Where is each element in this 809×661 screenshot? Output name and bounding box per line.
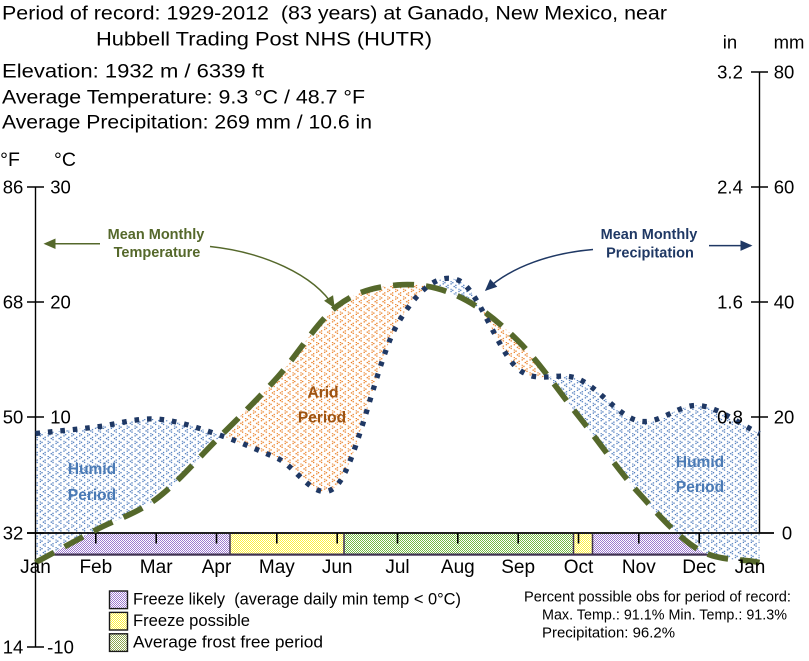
svg-text:Freeze likely (average daily: Freeze likely (average daily min temp < … — [133, 590, 461, 609]
svg-text:14: 14 — [3, 637, 24, 657]
svg-text:Freeze possible: Freeze possible — [133, 611, 250, 630]
svg-text:Dec: Dec — [682, 557, 716, 578]
svg-text:Average frost free period: Average frost free period — [133, 632, 323, 651]
svg-text:Hubbell Trading Post NHS (HUTR: Hubbell Trading Post NHS (HUTR) — [96, 30, 432, 51]
svg-text:Humid: Humid — [676, 454, 724, 471]
svg-text:20: 20 — [50, 292, 71, 313]
svg-text:50: 50 — [3, 407, 24, 428]
svg-text:68: 68 — [3, 292, 24, 313]
svg-text:80: 80 — [774, 62, 795, 83]
svg-text:86: 86 — [3, 177, 24, 198]
svg-text:20: 20 — [774, 407, 795, 428]
svg-text:°C: °C — [54, 149, 76, 171]
svg-text:Max. Temp.: 91.1% Min. Temp.:: Max. Temp.: 91.1% Min. Temp.: 91.3% — [542, 607, 787, 624]
svg-text:30: 30 — [50, 177, 71, 198]
svg-text:°F: °F — [0, 149, 20, 171]
svg-text:Jun: Jun — [322, 557, 353, 578]
svg-text:Mar: Mar — [140, 557, 173, 578]
svg-text:Average Temperature: 9.3 °C /: Average Temperature: 9.3 °C / 48.7 °F — [2, 88, 365, 109]
svg-text:Aug: Aug — [441, 557, 475, 578]
svg-text:32: 32 — [3, 523, 24, 544]
svg-text:-10: -10 — [47, 637, 74, 657]
svg-text:Feb: Feb — [79, 557, 112, 578]
svg-text:Percent possible obs for perio: Percent possible obs for period of recor… — [524, 589, 791, 606]
svg-text:Period: Period — [68, 487, 116, 504]
svg-text:Period: Period — [298, 410, 346, 427]
svg-text:Sep: Sep — [501, 557, 535, 578]
svg-text:Jan: Jan — [20, 557, 51, 578]
svg-text:May: May — [259, 557, 295, 578]
svg-text:Mean Monthly: Mean Monthly — [108, 227, 205, 243]
svg-text:Nov: Nov — [622, 557, 656, 578]
svg-text:Apr: Apr — [202, 557, 232, 578]
svg-text:Precipitation: 96.2%: Precipitation: 96.2% — [542, 625, 675, 642]
svg-text:Elevation: 1932 m / 6339 ft: Elevation: 1932 m / 6339 ft — [2, 62, 265, 83]
svg-text:1.6: 1.6 — [717, 292, 743, 313]
svg-text:Oct: Oct — [564, 557, 594, 578]
svg-text:Arid: Arid — [308, 385, 339, 402]
svg-text:Jan: Jan — [735, 557, 766, 578]
svg-text:40: 40 — [774, 292, 795, 313]
svg-text:Mean Monthly: Mean Monthly — [601, 227, 698, 243]
svg-text:in: in — [723, 32, 737, 53]
svg-text:Temperature: Temperature — [114, 245, 201, 261]
svg-text:Period: Period — [676, 479, 724, 496]
svg-text:0.8: 0.8 — [717, 407, 743, 428]
svg-text:mm: mm — [774, 32, 805, 53]
svg-text:0: 0 — [782, 523, 792, 544]
svg-text:60: 60 — [774, 177, 795, 198]
svg-text:Humid: Humid — [68, 461, 116, 478]
svg-text:Precipitation: Precipitation — [606, 246, 694, 262]
svg-text:Jul: Jul — [385, 557, 409, 578]
svg-text:Period of record: 1929-2012 (: Period of record: 1929-2012 (83 years) a… — [2, 4, 668, 25]
svg-text:10: 10 — [50, 407, 71, 428]
svg-text:Average Precipitation: 269 mm: Average Precipitation: 269 mm / 10.6 in — [2, 113, 372, 134]
svg-text:2.4: 2.4 — [717, 177, 743, 198]
svg-text:3.2: 3.2 — [717, 62, 743, 83]
